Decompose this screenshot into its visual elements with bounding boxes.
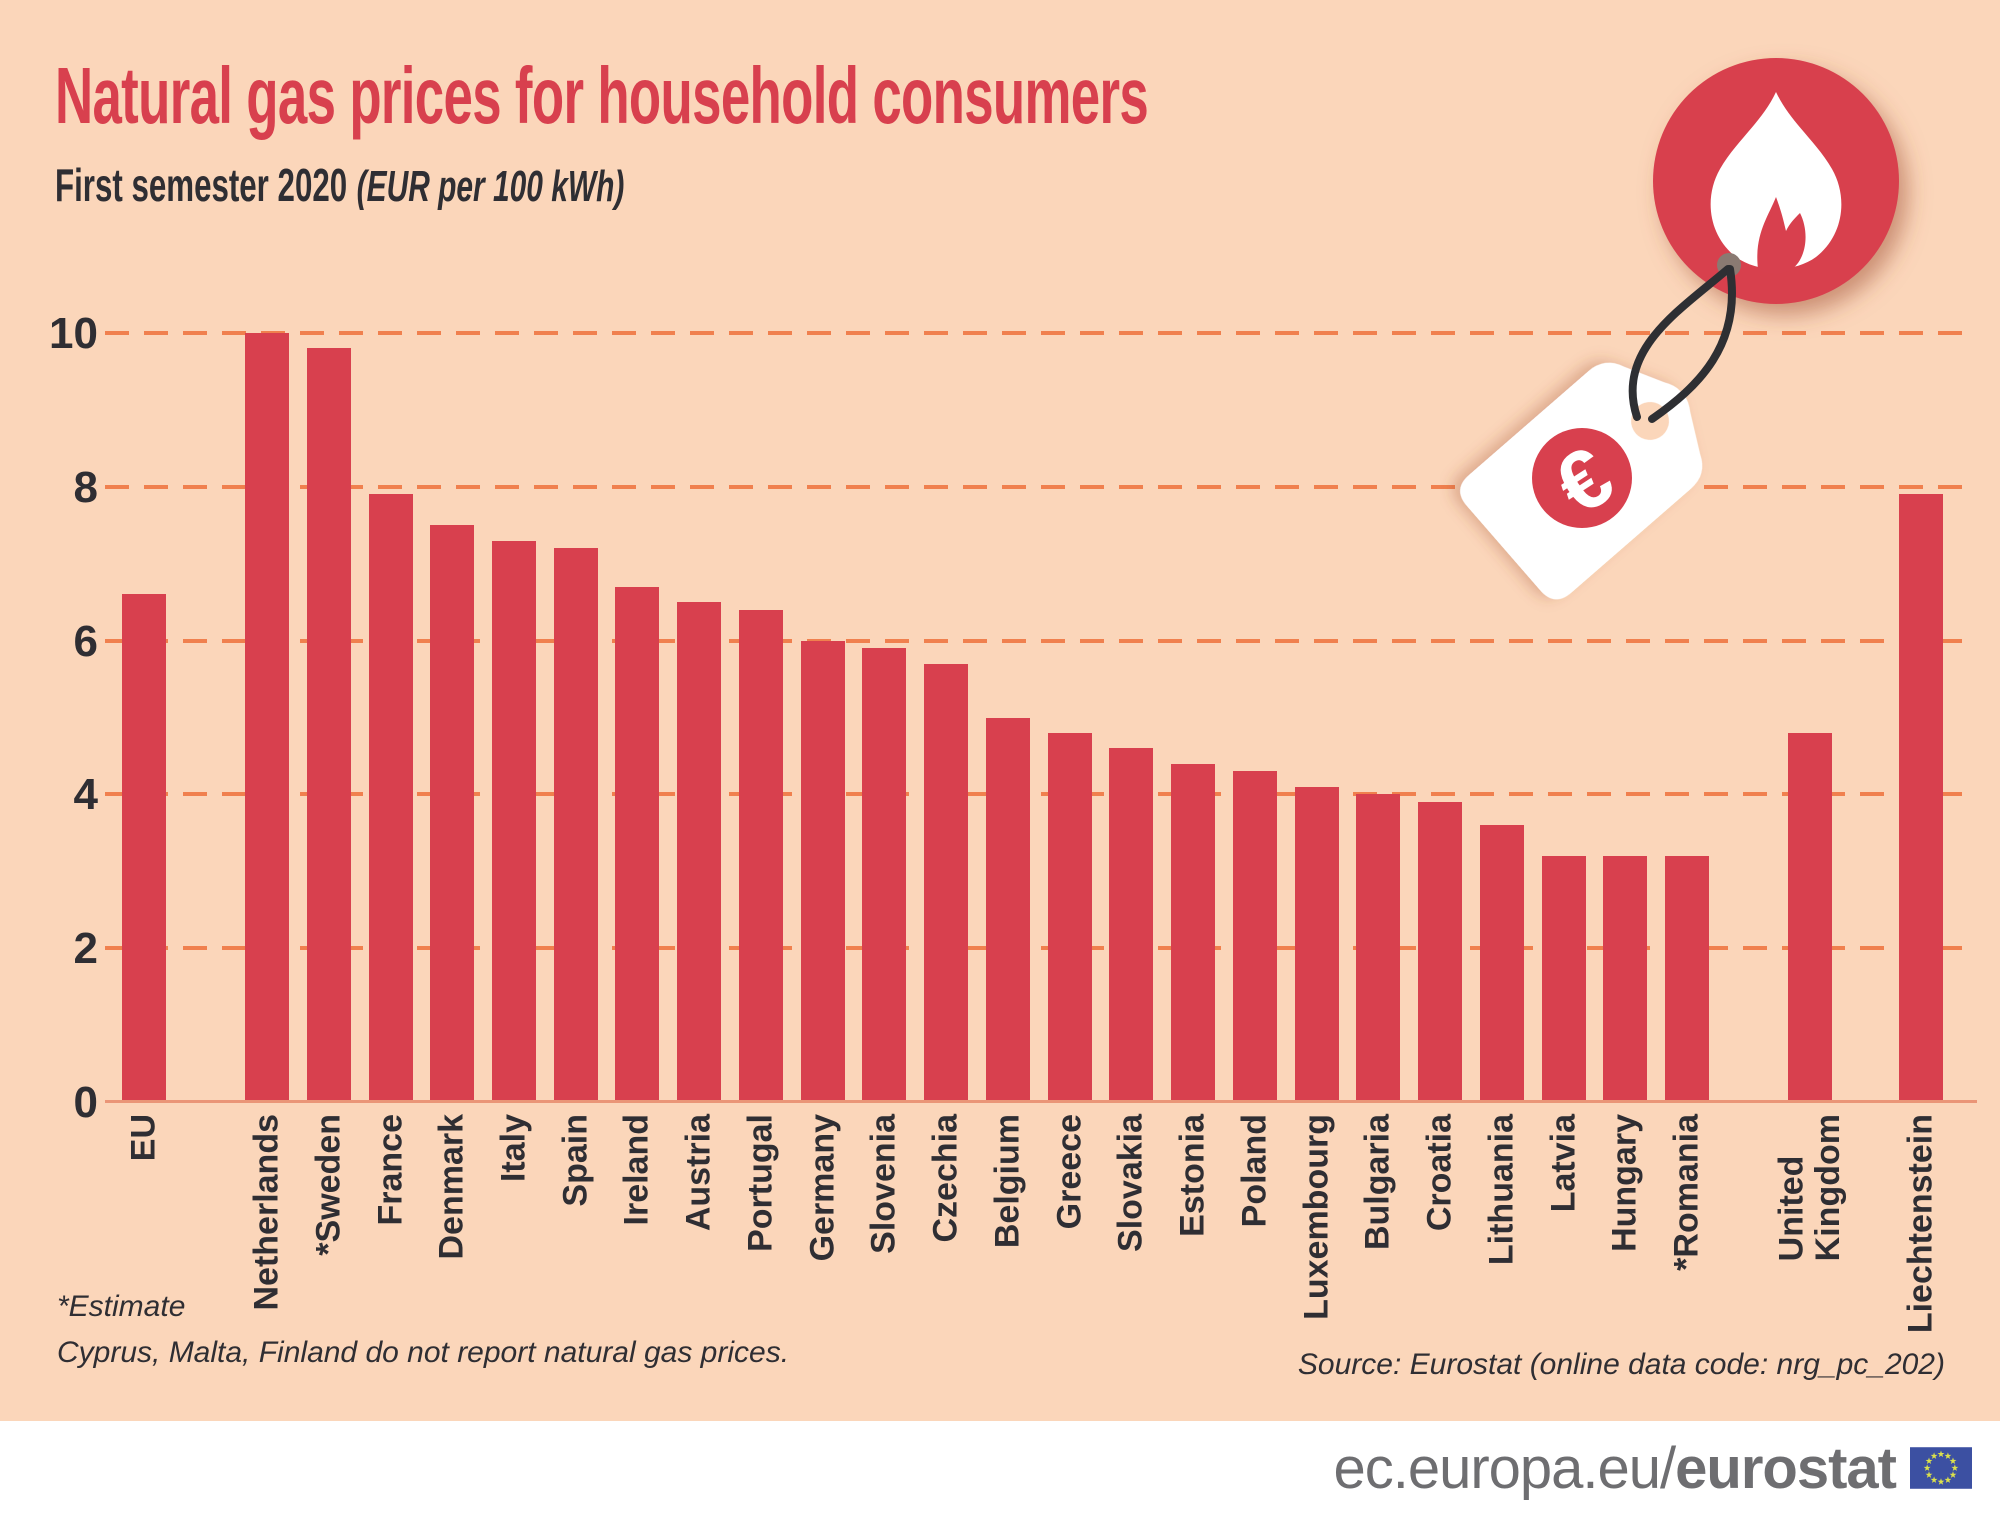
x-axis-label-belgium: Belgium: [988, 1114, 1027, 1249]
bar-netherlands: [245, 333, 290, 1102]
gridline-8: [105, 484, 1966, 489]
bar-eu: [122, 594, 166, 1102]
x-axis-label-bulgaria: Bulgaria: [1359, 1114, 1397, 1251]
bar-romania: [1665, 855, 1710, 1102]
y-axis-tick-label-4: 4: [73, 770, 98, 820]
footnote-estimate: *Estimate: [57, 1290, 186, 1323]
bar-belgium: [985, 717, 1030, 1102]
bar-spain: [553, 548, 598, 1102]
gridline-4: [105, 792, 1966, 797]
bar-italy: [492, 540, 536, 1102]
footer-bar: ec.europa.eu/eurostat: [0, 1421, 2000, 1515]
bar-greece: [1047, 732, 1092, 1102]
flag-star: [1949, 1471, 1957, 1478]
x-axis-label-spain: Spain: [556, 1114, 595, 1207]
bar-estonia: [1171, 763, 1216, 1102]
x-axis-label-ireland: Ireland: [618, 1114, 657, 1226]
bar-lithuania: [1479, 825, 1524, 1102]
x-axis-label-slovenia: Slovenia: [865, 1114, 904, 1254]
footer-url: ec.europa.eu/eurostat: [1333, 1435, 1897, 1502]
x-axis-label-romania: *Romania: [1667, 1114, 1706, 1271]
x-axis-label-portugal: Portugal: [741, 1114, 780, 1252]
bar-france: [368, 494, 413, 1102]
tag-string: [1628, 265, 1732, 421]
eu-flag-icon: [1910, 1447, 1972, 1489]
flag-star: [1951, 1464, 1959, 1471]
x-axis-label-france: France: [371, 1114, 410, 1226]
x-axis-label-germany: Germany: [803, 1114, 842, 1262]
x-axis-label-czechia: Czechia: [926, 1114, 965, 1243]
footer-url-domain: ec.europa.eu/: [1333, 1435, 1676, 1501]
x-axis-label-latvia: Latvia: [1544, 1114, 1583, 1213]
footnote-missing-countries: Cyprus, Malta, Finland do not report nat…: [57, 1336, 790, 1369]
x-axis-label-greece: Greece: [1050, 1114, 1089, 1230]
bar-latvia: [1541, 855, 1586, 1102]
x-axis-label-sweden: *Sweden: [309, 1114, 348, 1256]
gridline-2: [105, 946, 1966, 951]
bar-denmark: [430, 525, 475, 1102]
footer-branding: ec.europa.eu/eurostat: [1333, 1421, 1972, 1515]
x-axis-label-hungary: Hungary: [1605, 1114, 1644, 1252]
source-note: Source: Eurostat (online data code: nrg_…: [1297, 1348, 1945, 1381]
tag-string: [1648, 265, 1736, 423]
bar-slovenia: [862, 648, 907, 1102]
flag-star: [1937, 1450, 1945, 1458]
unit-label: (EUR per 100 kWh): [356, 162, 625, 211]
flag-star: [1944, 1476, 1952, 1483]
gridline-10: [105, 331, 1966, 335]
flag-star: [1930, 1452, 1938, 1459]
bar-croatia: [1418, 802, 1463, 1102]
y-axis-tick-label-2: 2: [73, 924, 98, 974]
x-axis-label-lithuania: Lithuania: [1482, 1114, 1521, 1266]
bar-sweden: [306, 348, 351, 1102]
bar-united-kingdom: [1788, 732, 1833, 1102]
x-axis-label-estonia: Estonia: [1173, 1114, 1212, 1237]
bar-poland: [1232, 771, 1277, 1102]
x-axis-label-netherlands: Netherlands: [247, 1114, 286, 1311]
x-axis-label-denmark: Denmark: [432, 1114, 471, 1260]
flag-star: [1949, 1457, 1957, 1465]
bar-hungary: [1603, 855, 1648, 1102]
bar-luxembourg: [1294, 786, 1339, 1102]
x-axis-label-liechtenstein: Liechtenstein: [1901, 1114, 1940, 1334]
footer-url-eurostat: eurostat: [1675, 1435, 1897, 1501]
x-axis-line: [105, 1100, 1977, 1103]
gas-price-tag-graphic: €: [1460, 58, 1899, 600]
flag-star: [1944, 1452, 1952, 1459]
euro-icon: [1532, 428, 1632, 528]
x-axis-label-slovakia: Slovakia: [1112, 1114, 1151, 1252]
flag-star: [1937, 1478, 1945, 1485]
y-axis-tick-label-8: 8: [73, 462, 98, 512]
chart-title: Natural gas prices for household consume…: [55, 51, 1149, 140]
bar-ireland: [615, 586, 660, 1102]
flag-star: [1923, 1464, 1931, 1471]
bar-austria: [677, 602, 722, 1102]
flame-icon: [1710, 92, 1842, 274]
x-axis-label-poland: Poland: [1235, 1114, 1274, 1228]
x-axis-label-austria: Austria: [679, 1114, 718, 1232]
x-axis-label-luxembourg: Luxembourg: [1297, 1114, 1336, 1320]
chart-subtitle-row: First semester 2020 (EUR per 100 kWh): [55, 158, 624, 212]
x-axis-label-croatia: Croatia: [1420, 1114, 1459, 1232]
y-axis-tick-label-10: 10: [49, 309, 98, 358]
flag-star: [1925, 1457, 1933, 1465]
gridline-6: [105, 638, 1966, 643]
bar-liechtenstein: [1899, 494, 1944, 1102]
flag-star: [1925, 1471, 1933, 1478]
bar-germany: [800, 640, 845, 1102]
x-axis-label-eu: EU: [124, 1114, 163, 1162]
bar-bulgaria: [1356, 794, 1401, 1102]
bar-czechia: [924, 663, 969, 1102]
bar-portugal: [738, 609, 783, 1102]
bar-slovakia: [1109, 748, 1154, 1102]
x-axis-label-italy: Italy: [494, 1114, 533, 1183]
y-axis-tick-label-6: 6: [73, 616, 98, 666]
x-axis-label-united-kingdom: United Kingdom: [1772, 1114, 1848, 1262]
y-axis-tick-label-0: 0: [73, 1078, 98, 1127]
chart-subtitle: First semester 2020: [55, 159, 348, 211]
flag-star: [1930, 1476, 1938, 1483]
